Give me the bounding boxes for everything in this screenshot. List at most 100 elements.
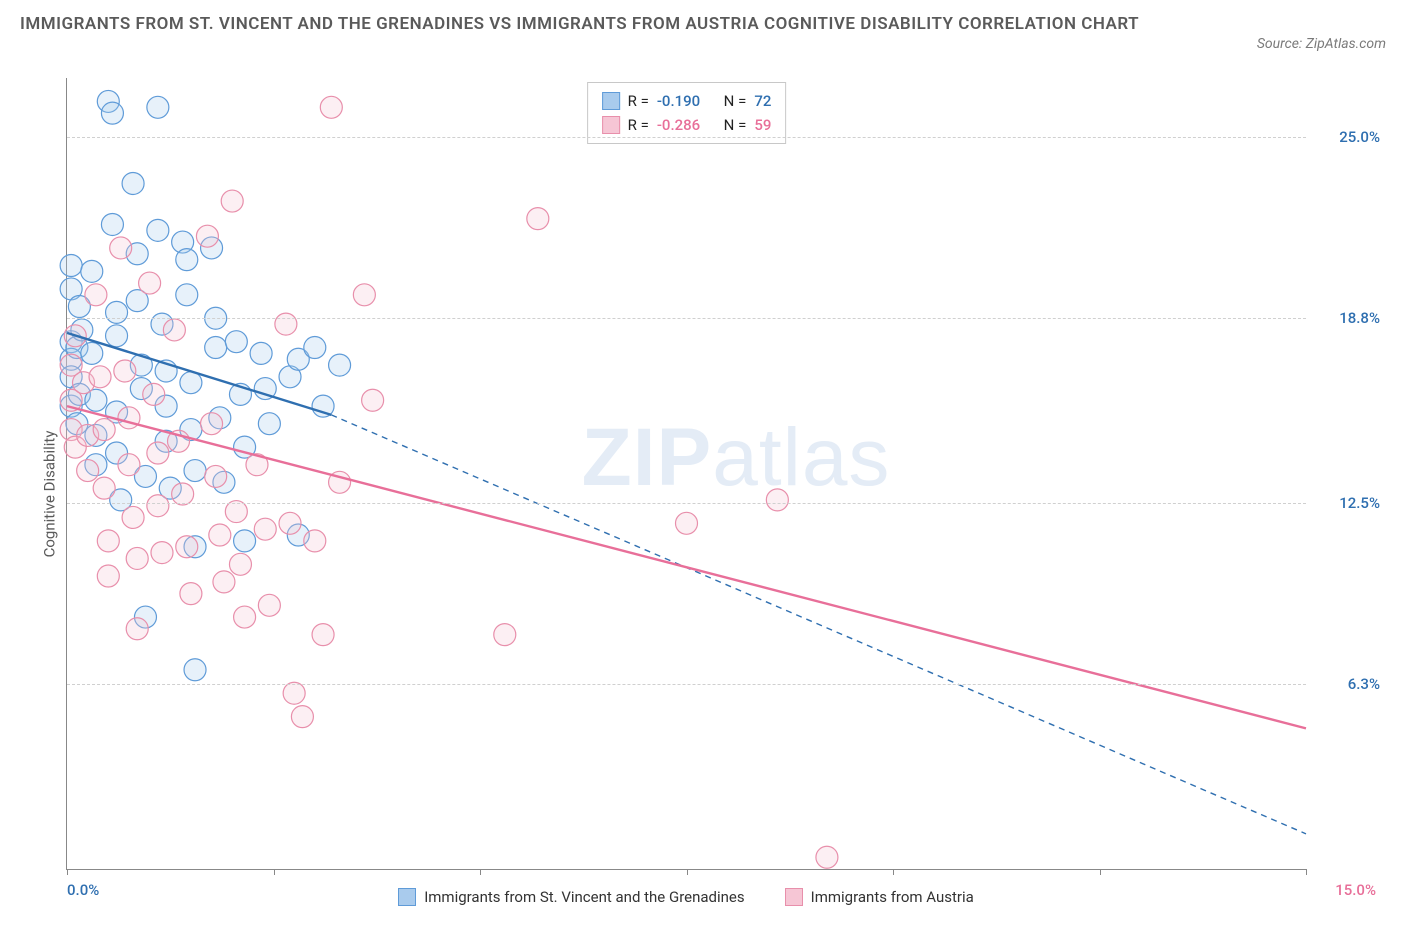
y-tick-label: 18.8%	[1310, 309, 1380, 327]
data-point	[676, 512, 698, 534]
gridline	[67, 503, 1306, 504]
x-tick	[893, 869, 894, 875]
data-point	[329, 354, 351, 376]
data-point	[816, 846, 838, 868]
y-axis-title: Cognitive Disability	[40, 431, 58, 558]
x-tick	[687, 869, 688, 875]
legend-item: Immigrants from Austria	[785, 888, 974, 906]
data-point	[184, 659, 206, 681]
data-point	[176, 249, 198, 271]
data-point	[229, 553, 251, 575]
data-point	[126, 618, 148, 640]
y-tick-label: 12.5%	[1310, 494, 1380, 512]
data-point	[126, 547, 148, 569]
data-point	[275, 313, 297, 335]
legend-row: R = -0.286 N = 59	[602, 113, 772, 137]
plot-area: ZIPatlas R =-0.190 N =72R =-0.286 N =59 …	[66, 78, 1306, 870]
legend-swatch	[602, 92, 620, 110]
r-value: -0.190	[657, 89, 700, 113]
data-point	[106, 301, 128, 323]
data-point	[304, 337, 326, 359]
data-point	[97, 565, 119, 587]
x-axis-max-label: 15.0%	[1335, 881, 1376, 899]
n-label: N =	[724, 113, 747, 137]
data-point	[85, 284, 107, 306]
data-point	[176, 536, 198, 558]
data-point	[122, 506, 144, 528]
source-label: Source: ZipAtlas.com	[1257, 36, 1386, 52]
data-point	[110, 237, 132, 259]
x-tick	[1100, 869, 1101, 875]
data-point	[163, 319, 185, 341]
data-point	[180, 583, 202, 605]
stats-legend: R = -0.190 N = 72 R = -0.286 N = 59	[587, 82, 787, 144]
data-point	[147, 495, 169, 517]
data-point	[258, 413, 280, 435]
r-value: -0.286	[657, 113, 700, 137]
data-point	[89, 366, 111, 388]
r-label: R =	[628, 113, 649, 137]
x-tick	[480, 869, 481, 875]
data-point	[101, 102, 123, 124]
legend-row: R = -0.190 N = 72	[602, 89, 772, 113]
data-point	[122, 172, 144, 194]
data-point	[320, 96, 342, 118]
gridline	[67, 137, 1306, 138]
data-point	[201, 413, 223, 435]
data-point	[353, 284, 375, 306]
data-point	[97, 530, 119, 552]
data-point	[250, 342, 272, 364]
gridline	[67, 318, 1306, 319]
data-point	[93, 477, 115, 499]
legend-label: Immigrants from Austria	[811, 888, 974, 906]
data-point	[93, 419, 115, 441]
data-point	[172, 483, 194, 505]
data-point	[209, 524, 231, 546]
data-point	[225, 331, 247, 353]
data-point	[283, 682, 305, 704]
data-point	[221, 190, 243, 212]
data-point	[291, 706, 313, 728]
data-point	[527, 208, 549, 230]
y-tick-label: 6.3%	[1310, 675, 1380, 693]
data-point	[234, 530, 256, 552]
data-point	[118, 407, 140, 429]
series-legend: Immigrants from St. Vincent and the Gren…	[66, 888, 1306, 906]
trend-line	[67, 406, 1306, 728]
data-point	[101, 213, 123, 235]
data-point	[184, 460, 206, 482]
data-point	[151, 542, 173, 564]
data-point	[312, 624, 334, 646]
chart-title: IMMIGRANTS FROM ST. VINCENT AND THE GREN…	[20, 12, 1139, 38]
data-point	[205, 337, 227, 359]
data-point	[147, 442, 169, 464]
x-tick	[67, 869, 68, 875]
legend-label: Immigrants from St. Vincent and the Gren…	[424, 888, 744, 906]
data-point	[279, 512, 301, 534]
data-point	[143, 383, 165, 405]
data-point	[147, 219, 169, 241]
data-point	[106, 325, 128, 347]
scatter-layer	[67, 78, 1306, 869]
chart-container: Cognitive Disability ZIPatlas R =-0.190 …	[20, 78, 1386, 910]
n-value: 72	[754, 89, 771, 113]
data-point	[766, 489, 788, 511]
gridline	[67, 684, 1306, 685]
data-point	[213, 571, 235, 593]
n-label: N =	[724, 89, 747, 113]
x-tick	[1306, 869, 1307, 875]
data-point	[81, 342, 103, 364]
data-point	[196, 225, 218, 247]
data-point	[258, 594, 280, 616]
legend-swatch	[398, 888, 416, 906]
data-point	[81, 260, 103, 282]
data-point	[205, 465, 227, 487]
r-label: R =	[628, 89, 649, 113]
y-tick-label: 25.0%	[1310, 128, 1380, 146]
n-value: 59	[754, 113, 771, 137]
data-point	[176, 284, 198, 306]
data-point	[139, 272, 161, 294]
data-point	[77, 460, 99, 482]
data-point	[147, 96, 169, 118]
data-point	[180, 372, 202, 394]
